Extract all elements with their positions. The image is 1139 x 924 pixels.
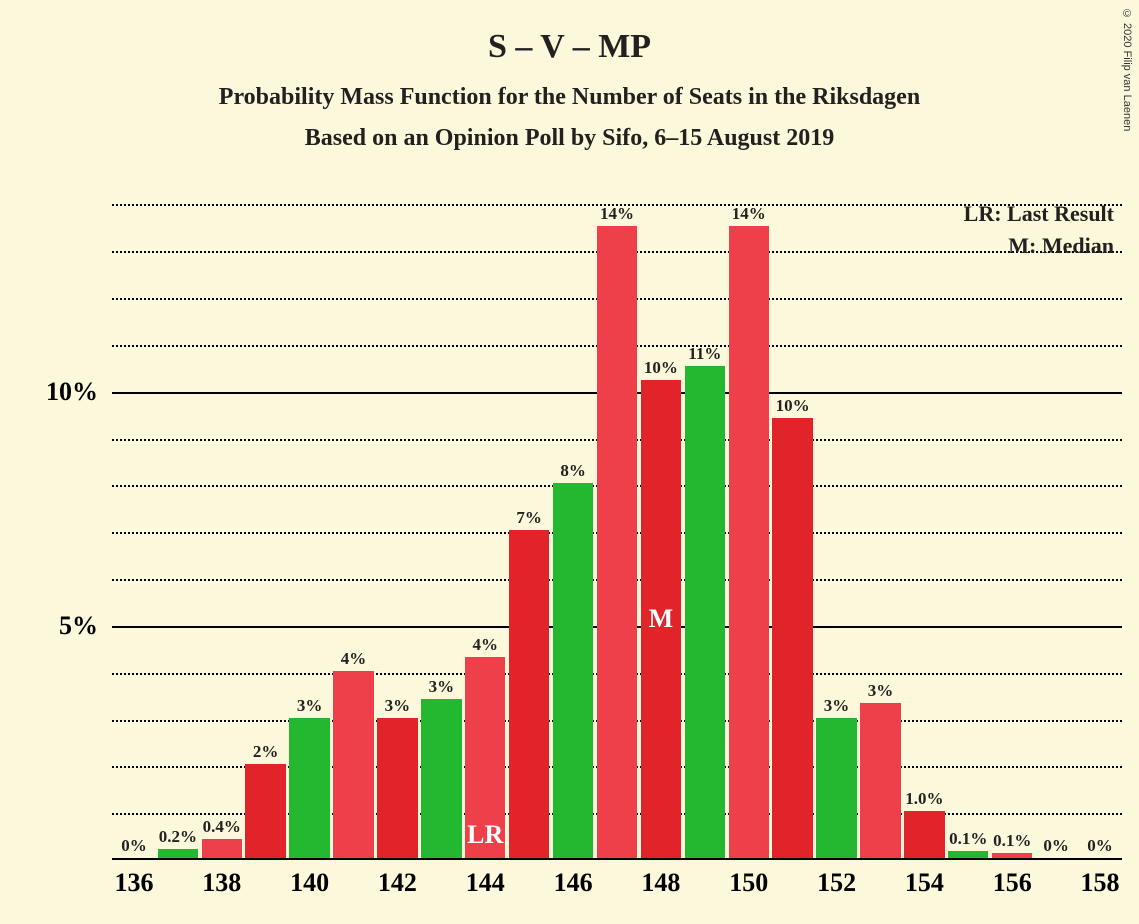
chart-title: S – V – MP [0,0,1139,66]
x-axis-tick: 158 [1081,858,1120,898]
bar: 4% [333,671,373,858]
bar: 14% [597,226,637,858]
bar: 1.0% [904,811,944,858]
bar-value-label: 3% [429,677,455,699]
legend-m: M: Median [902,233,1114,259]
x-axis-tick: 140 [290,858,329,898]
bar-value-label: 0.1% [949,829,987,851]
x-axis-tick: 138 [202,858,241,898]
bar-value-label: 0.2% [159,827,197,849]
bar: 0.1% [948,851,988,858]
chart-plot-area: 5%10%13613814014214414614815015215415615… [112,195,1122,860]
bar: 8% [553,483,593,858]
bar: 3% [860,703,900,858]
copyright-text: © 2020 Filip van Laenen [1121,8,1133,131]
x-axis-tick: 144 [466,858,505,898]
x-axis-tick: 154 [905,858,944,898]
bar: 3% [289,718,329,858]
bar: 3% [816,718,856,858]
bar-value-label: 14% [600,204,634,226]
x-axis-tick: 148 [641,858,680,898]
x-axis-tick: 136 [114,858,153,898]
bar: 14% [729,226,769,858]
bar: 10%M [641,380,681,858]
bar-value-label: 0.4% [203,817,241,839]
bar-inside-label: LR [467,820,503,850]
bar-value-label: 0% [121,836,147,858]
bar-value-label: 10% [776,396,810,418]
bar-value-label: 1.0% [905,789,943,811]
bar: 4%LR [465,657,505,858]
bar-value-label: 14% [732,204,766,226]
bar: 11% [685,366,725,858]
bar-value-label: 3% [824,696,850,718]
bar: 7% [509,530,549,858]
bar-value-label: 0% [1087,836,1113,858]
legend-lr: LR: Last Result [902,201,1114,227]
bar-value-label: 11% [688,344,721,366]
bar-value-label: 4% [341,649,367,671]
bar-value-label: 7% [516,508,542,530]
bar-value-label: 10% [644,358,678,380]
chart-subtitle-2: Based on an Opinion Poll by Sifo, 6–15 A… [0,125,1139,152]
bar-value-label: 2% [253,742,279,764]
chart-subtitle-1: Probability Mass Function for the Number… [0,84,1139,111]
y-axis-tick: 10% [46,377,112,407]
bar: 3% [377,718,417,858]
y-axis-tick: 5% [59,611,112,641]
bar-value-label: 8% [560,461,586,483]
bar: 10% [772,418,812,858]
bar-value-label: 3% [385,696,411,718]
x-axis-tick: 142 [378,858,417,898]
chart-legend: LR: Last Result M: Median [902,201,1114,259]
bar-value-label: 0.1% [993,831,1031,853]
bar-value-label: 3% [297,696,323,718]
x-axis-tick: 152 [817,858,856,898]
x-axis-tick: 156 [993,858,1032,898]
x-axis-tick: 146 [554,858,593,898]
bar-value-label: 3% [868,681,894,703]
bar: 0.4% [202,839,242,858]
bar: 2% [245,764,285,858]
x-axis-tick: 150 [729,858,768,898]
bar: 0.2% [158,849,198,858]
bar-inside-label: M [649,604,674,634]
bar: 3% [421,699,461,858]
bar-value-label: 0% [1043,836,1069,858]
bar-value-label: 4% [472,635,498,657]
bar: 0.1% [992,853,1032,858]
